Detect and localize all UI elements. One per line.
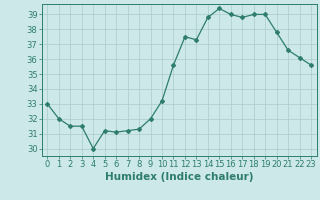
X-axis label: Humidex (Indice chaleur): Humidex (Indice chaleur) [105, 172, 253, 182]
